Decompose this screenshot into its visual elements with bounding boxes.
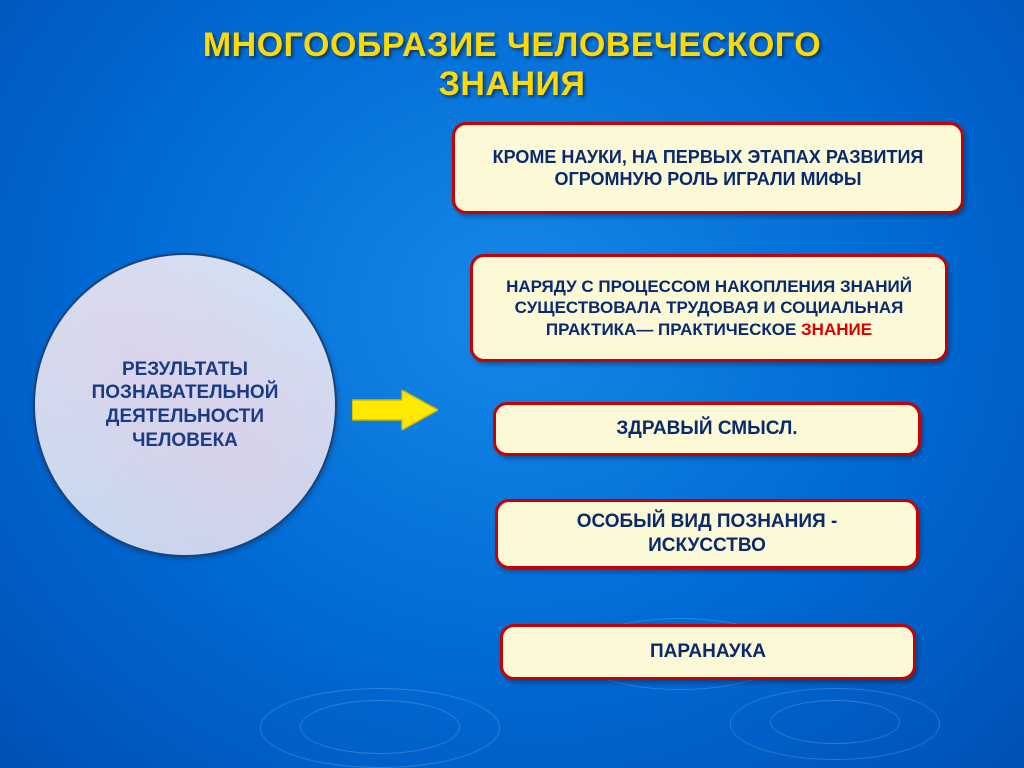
arrow-icon (352, 390, 438, 430)
knowledge-box-5: ПАРАНАУКА (500, 624, 916, 680)
ripple (260, 688, 500, 768)
knowledge-box-1: КРОМЕ НАУКИ, НА ПЕРВЫХ ЭТАПАХ РАЗВИТИЯ О… (452, 122, 964, 214)
source-circle: РЕЗУЛЬТАТЫ ПОЗНАВАТЕЛЬНОЙ ДЕЯТЕЛЬНОСТИ Ч… (33, 253, 337, 557)
box-text: ОСОБЫЙ ВИД ПОЗНАНИЯ - ИСКУССТВО (516, 510, 898, 558)
ripple (300, 700, 460, 754)
box-text: КРОМЕ НАУКИ, НА ПЕРВЫХ ЭТАПАХ РАЗВИТИЯ О… (473, 146, 943, 191)
knowledge-box-2: НАРЯДУ С ПРОЦЕССОМ НАКОПЛЕНИЯ ЗНАНИЙ СУЩ… (470, 254, 948, 362)
box-text: ЗДРАВЫЙ СМЫСЛ. (616, 417, 797, 441)
title-line-1: МНОГООБРАЗИЕ ЧЕЛОВЕЧЕСКОГО (0, 26, 1024, 65)
ripple (770, 700, 900, 744)
ripple (730, 688, 940, 760)
page-title: МНОГООБРАЗИЕ ЧЕЛОВЕЧЕСКОГО ЗНАНИЯ (0, 26, 1024, 104)
box-text: ПАРАНАУКА (650, 640, 766, 664)
box-highlight: ЗНАНИЕ (801, 320, 872, 339)
knowledge-box-4: ОСОБЫЙ ВИД ПОЗНАНИЯ - ИСКУССТВО (495, 499, 919, 569)
source-circle-label: РЕЗУЛЬТАТЫ ПОЗНАВАТЕЛЬНОЙ ДЕЯТЕЛЬНОСТИ Ч… (65, 358, 305, 453)
title-line-2: ЗНАНИЯ (0, 65, 1024, 104)
knowledge-box-3: ЗДРАВЫЙ СМЫСЛ. (493, 402, 921, 456)
